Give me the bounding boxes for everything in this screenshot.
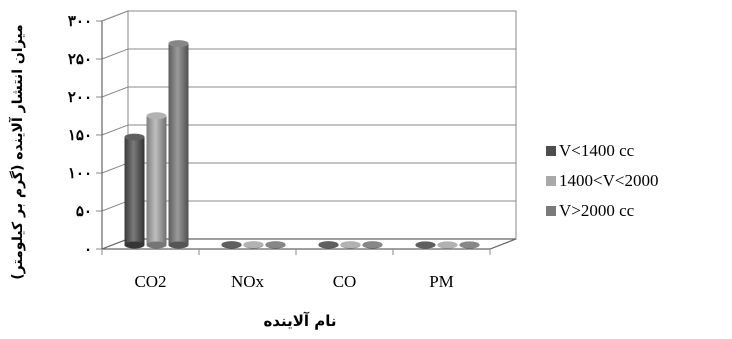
x-tick-label: CO [333,272,357,291]
legend-swatch [546,206,556,216]
bar [340,241,361,249]
legend-item: V>2000 cc [546,201,635,220]
x-tick-labels: CO2 NOx CO PM [134,272,453,291]
bar-bottom [168,241,189,249]
y-tick-label: ۵۰ [76,202,92,220]
gridline [101,48,516,60]
bars [124,40,480,249]
bar-top [168,40,189,48]
bar [243,241,264,249]
x-tick-label: NOx [231,272,265,291]
legend-label: V<1400 cc [559,141,635,160]
y-tick-labels: ۰ ۵۰ ۱۰۰ ۱۵۰ ۲۰۰ ۲۵۰ ۳۰۰ [68,12,92,258]
bar [459,241,480,249]
y-tick-label: ۰ [84,240,92,258]
bar-top [459,241,480,249]
legend-swatch [546,146,556,156]
gridline [101,86,516,98]
bar [437,241,458,249]
bar-body [124,137,145,245]
bar-top [437,241,458,249]
legend-item: 1400<V<2000 [546,171,658,190]
gridline [101,10,516,22]
bar-top [265,241,286,249]
y-tick-label: ۳۰۰ [68,12,92,30]
bar [168,40,189,249]
y-axis-label: میزان انتشار آلاینده (گرم بر کیلومتر) [8,24,26,279]
y-tick-label: ۲۵۰ [68,50,92,68]
chart-floor [101,21,517,255]
x-tick-label: CO2 [134,272,166,291]
y-tick-label: ۲۰۰ [68,88,92,106]
bar-top [340,241,361,249]
bar-top [124,133,145,141]
x-tick-label: PM [429,272,454,291]
bar [146,112,167,249]
x-axis-label: نام آلاینده [263,312,336,330]
y-tick-label: ۱۵۰ [68,126,92,144]
bar-top [146,112,167,120]
bar [124,133,145,249]
bar-top [415,241,436,249]
gridline [101,124,516,136]
bar [265,241,286,249]
bar-body [146,115,167,245]
legend-label: 1400<V<2000 [559,171,658,190]
bar-top [221,241,242,249]
bar-bottom [124,241,145,249]
bar [221,241,242,249]
legend: V<1400 cc 1400<V<2000 V>2000 cc [546,141,658,220]
bar-top [362,241,383,249]
bar-body [168,43,189,245]
y-tick-label: ۱۰۰ [68,164,92,182]
legend-swatch [546,176,556,186]
bar-bottom [146,241,167,249]
legend-label: V>2000 cc [559,201,635,220]
bar [362,241,383,249]
bar [318,241,339,249]
bar-top [318,241,339,249]
floor [101,238,517,250]
legend-item: V<1400 cc [546,141,635,160]
bar-top [243,241,264,249]
bar [415,241,436,249]
